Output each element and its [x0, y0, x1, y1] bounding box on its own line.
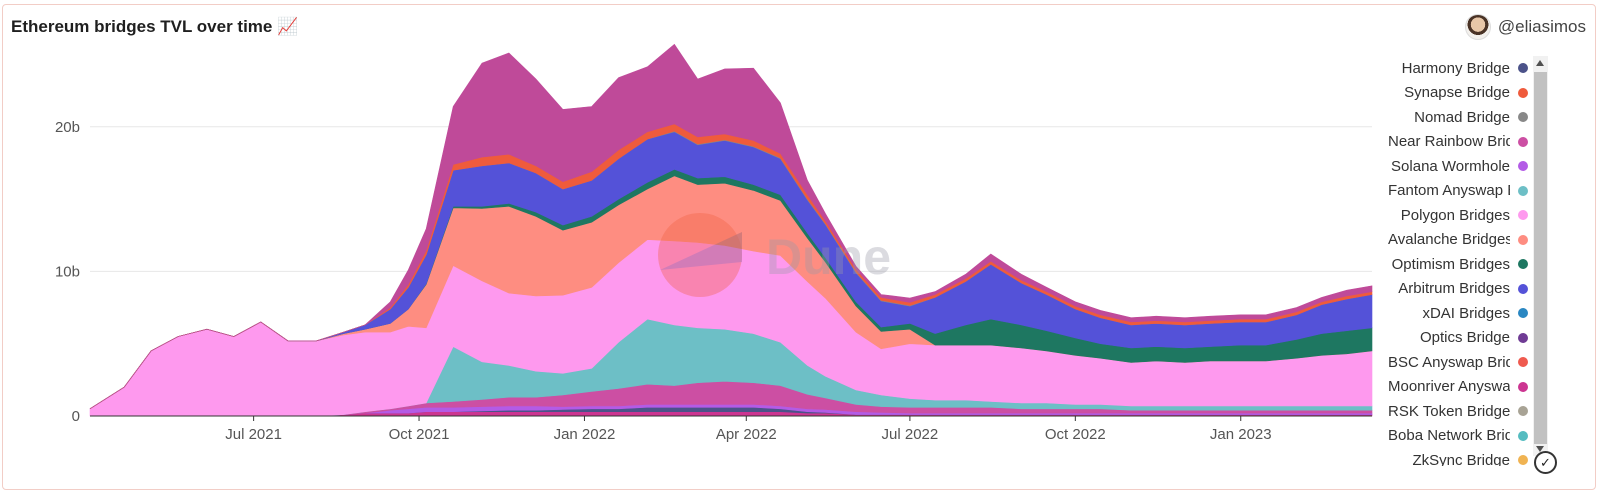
- legend-swatch: [1518, 234, 1528, 245]
- legend-swatch: [1518, 136, 1528, 147]
- legend-swatch: [1518, 63, 1528, 74]
- legend-swatch: [1518, 259, 1528, 270]
- legend-item[interactable]: Moonriver Anyswap Bridge: [1388, 375, 1530, 400]
- legend-swatch: [1518, 455, 1528, 466]
- watermark-text: Dune: [766, 229, 891, 285]
- legend-swatch: [1518, 430, 1528, 441]
- x-tick-label: Oct 2022: [1045, 426, 1106, 443]
- legend-item[interactable]: BSC Anyswap Bridge: [1388, 350, 1530, 375]
- legend-label: Avalanche Bridges: [1388, 231, 1510, 249]
- scroll-up-icon[interactable]: [1536, 60, 1544, 66]
- legend-label: Boba Network Bridge: [1388, 427, 1510, 445]
- legend-swatch: [1518, 381, 1528, 392]
- legend-item[interactable]: RSK Token Bridge: [1388, 399, 1530, 424]
- x-tick-label: Apr 2022: [716, 426, 777, 443]
- legend: Harmony Bridge Synapse Bridge Nomad Bridge…: [1388, 56, 1530, 466]
- scroll-down-icon[interactable]: [1536, 446, 1544, 452]
- avatar: [1464, 14, 1491, 40]
- x-tick-label: Oct 2021: [389, 426, 450, 443]
- legend-label: Moonriver Anyswap Bridge: [1388, 378, 1510, 396]
- verified-check-icon[interactable]: ✓: [1534, 451, 1557, 474]
- legend-item[interactable]: Nomad Bridge: [1388, 105, 1530, 130]
- legend-scrollbar-thumb[interactable]: [1534, 72, 1547, 444]
- legend-swatch: [1518, 87, 1528, 98]
- author-name: @eliasimos: [1497, 17, 1586, 36]
- legend-label: Optimism Bridges: [1391, 255, 1510, 273]
- legend-swatch: [1518, 332, 1528, 343]
- area-series: [89, 43, 1373, 410]
- legend-item[interactable]: Harmony Bridge: [1388, 56, 1530, 81]
- legend-item[interactable]: Arbitrum Bridges: [1388, 277, 1530, 302]
- legend-label: Arbitrum Bridges: [1398, 280, 1510, 298]
- legend-swatch: [1518, 185, 1528, 196]
- legend-item[interactable]: Optics Bridge: [1388, 326, 1530, 351]
- legend-label: Polygon Bridges: [1400, 206, 1510, 224]
- legend-label: Nomad Bridge: [1414, 108, 1510, 126]
- legend-swatch: [1518, 406, 1528, 417]
- legend-label: RSK Token Bridge: [1388, 402, 1510, 420]
- chart-increasing-icon: 📈: [277, 17, 299, 36]
- x-tick-label: Jul 2021: [225, 426, 282, 443]
- watermark-logo-slice: [660, 232, 742, 270]
- legend-label: xDAI Bridges: [1422, 304, 1510, 322]
- legend-item[interactable]: Fantom Anyswap Bridge: [1388, 179, 1530, 204]
- legend-item[interactable]: Polygon Bridges: [1388, 203, 1530, 228]
- y-tick-label: 20b: [55, 119, 80, 136]
- chart-title: Ethereum bridges TVL over time 📈: [11, 17, 299, 37]
- author-link[interactable]: @eliasimos: [1464, 14, 1586, 40]
- legend-label: ZkSync Bridge: [1412, 451, 1510, 466]
- legend-label: Optics Bridge: [1419, 329, 1510, 347]
- legend-item[interactable]: Boba Network Bridge: [1388, 424, 1530, 449]
- legend-item[interactable]: Optimism Bridges: [1388, 252, 1530, 277]
- legend-item[interactable]: ZkSync Bridge: [1388, 448, 1530, 466]
- legend-swatch: [1518, 161, 1528, 172]
- x-tick-label: Jul 2022: [882, 426, 939, 443]
- x-tick-label: Jan 2023: [1210, 426, 1272, 443]
- chart-title-text: Ethereum bridges TVL over time: [11, 17, 273, 36]
- legend-swatch: [1518, 112, 1528, 123]
- legend-item[interactable]: Solana Wormhole: [1388, 154, 1530, 179]
- legend-swatch: [1518, 308, 1528, 319]
- legend-label: Fantom Anyswap Bridge: [1388, 182, 1510, 200]
- watermark-logo-circle: [658, 213, 742, 297]
- legend-swatch: [1518, 210, 1528, 221]
- area-series-group: [89, 43, 1373, 417]
- legend-item[interactable]: Avalanche Bridges: [1388, 228, 1530, 253]
- legend-item[interactable]: Synapse Bridge: [1388, 81, 1530, 106]
- dune-watermark: Dune: [658, 213, 891, 297]
- legend-label: BSC Anyswap Bridge: [1388, 353, 1510, 371]
- legend-swatch: [1518, 357, 1528, 368]
- legend-item[interactable]: xDAI Bridges: [1388, 301, 1530, 326]
- legend-swatch: [1518, 283, 1528, 294]
- y-tick-label: 0: [72, 408, 80, 425]
- legend-label: Synapse Bridge: [1404, 84, 1510, 102]
- legend-item[interactable]: Near Rainbow Bridge: [1388, 130, 1530, 155]
- x-tick-label: Jan 2022: [554, 426, 616, 443]
- legend-label: Near Rainbow Bridge: [1388, 133, 1510, 151]
- y-tick-label: 10b: [55, 263, 80, 280]
- legend-label: Solana Wormhole: [1391, 157, 1510, 175]
- legend-label: Harmony Bridge: [1401, 59, 1510, 77]
